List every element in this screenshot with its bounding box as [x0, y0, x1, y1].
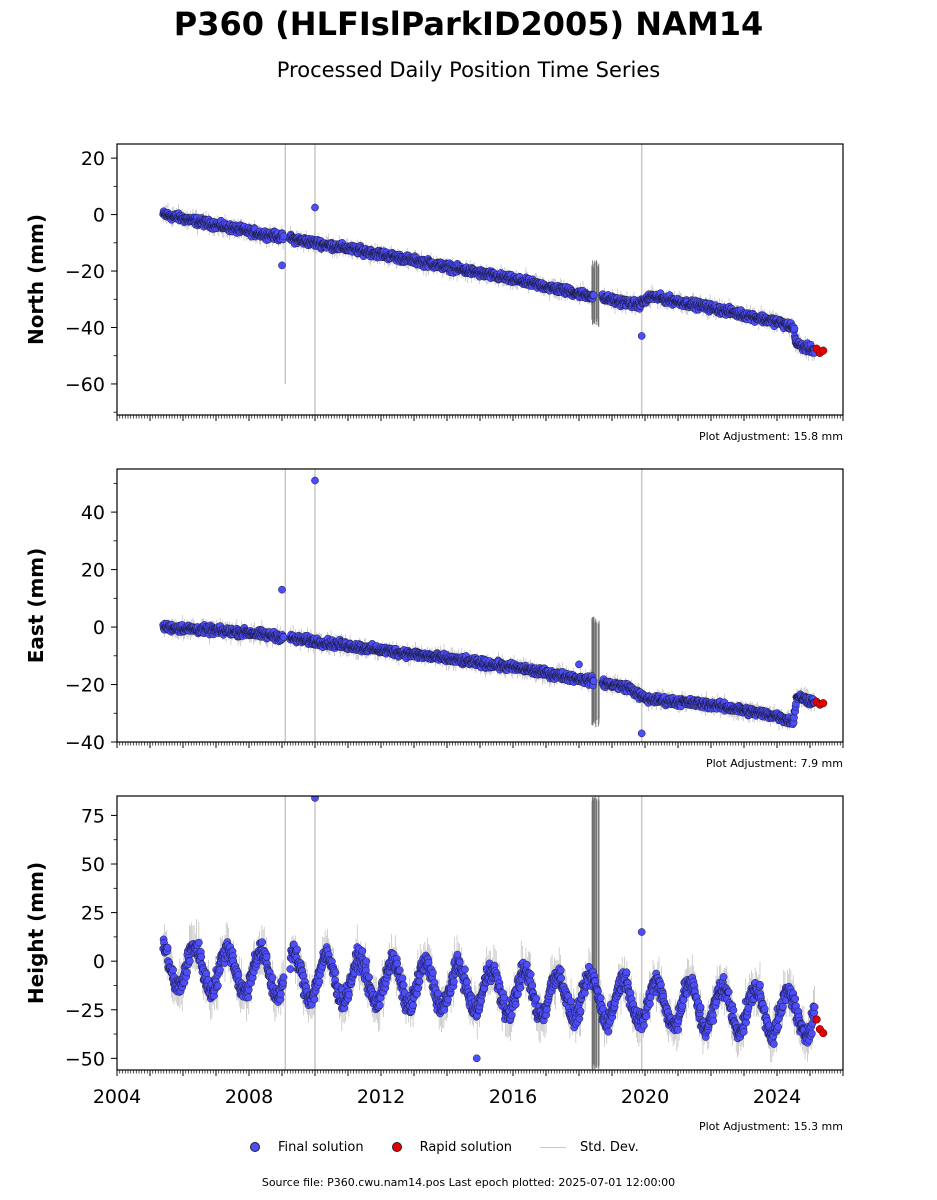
final-solution-outlier [278, 261, 286, 270]
final-solution-point [279, 232, 288, 241]
y-tick-label: −60 [65, 374, 105, 396]
y-tick-label: 20 [81, 560, 105, 582]
y-tick-label: 0 [93, 617, 105, 639]
y-axis-label: North (mm) [24, 214, 48, 345]
final-solution-outlier [637, 729, 646, 738]
panel-frame [116, 468, 844, 743]
panel-2-marks [159, 796, 828, 1070]
y-tick-label: 0 [93, 205, 105, 227]
rapid-solution-point [819, 699, 828, 708]
final-solution-point [589, 291, 598, 300]
final-solution-outlier [311, 203, 319, 212]
final-solution-outlier [311, 476, 319, 485]
y-axis-label: East (mm) [24, 548, 48, 664]
panel-0-marks [159, 144, 828, 415]
final-solution-point [790, 324, 799, 333]
chart-subtitle: Processed Daily Position Time Series [276, 58, 661, 82]
y-tick-label: −40 [65, 317, 105, 339]
rapid-solution-point [819, 346, 828, 355]
final-solution-outlier [278, 585, 286, 594]
final-solution-point [279, 633, 288, 641]
panel-1-marks [159, 469, 828, 742]
final-solution-outlier [575, 660, 583, 669]
y-tick-label: −40 [65, 732, 105, 754]
final-solution-point [589, 677, 598, 686]
final-solution-outlier [637, 332, 646, 340]
plot-adjustment-note: Plot Adjustment: 15.8 mm [699, 430, 843, 443]
chart-title: P360 (HLFIslParkID2005) NAM14 [173, 5, 764, 43]
y-tick-label: −20 [65, 675, 105, 697]
y-tick-label: −20 [65, 261, 105, 283]
y-tick-label: 20 [81, 148, 105, 170]
plot-adjustment-note: Plot Adjustment: 7.9 mm [706, 757, 843, 770]
y-tick-label: 40 [81, 502, 105, 524]
